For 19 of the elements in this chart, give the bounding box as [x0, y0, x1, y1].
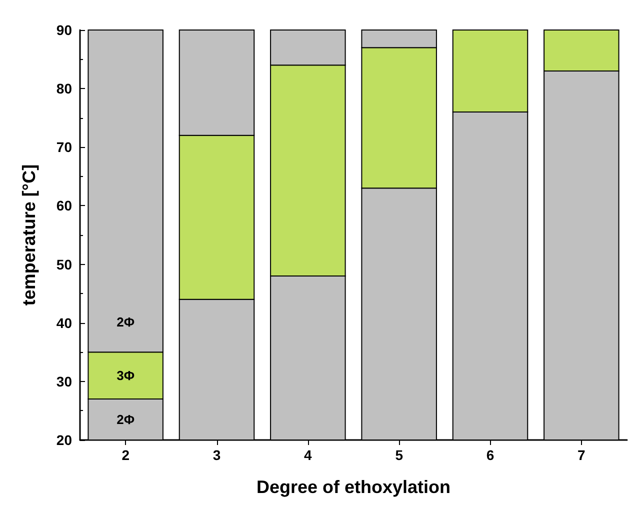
x-tick-label: 4: [304, 447, 312, 463]
x-tick-label: 6: [486, 447, 494, 463]
y-tick-label: 30: [56, 373, 72, 390]
y-tick-label: 90: [56, 22, 72, 38]
y-tick-label: 40: [56, 314, 72, 331]
annotation: 3Φ: [116, 368, 135, 384]
x-tick-label: 3: [212, 447, 221, 463]
x-tick-label: 2: [122, 447, 130, 463]
x-tick-label: 5: [395, 447, 404, 463]
y-tick-label: 60: [56, 198, 72, 214]
y-tick-label: 20: [56, 432, 72, 448]
x-tick-label: 7: [578, 447, 586, 463]
x-axis-title: Degree of ethoxylation: [256, 477, 451, 497]
annotation: 2Φ: [116, 412, 135, 427]
y-tick-label: 80: [56, 80, 72, 97]
y-tick-label: 50: [56, 256, 72, 272]
annotation: 2Φ: [116, 314, 135, 330]
y-axis-title: temperature [°C]: [19, 164, 39, 306]
y-tick-label: 70: [56, 139, 72, 156]
